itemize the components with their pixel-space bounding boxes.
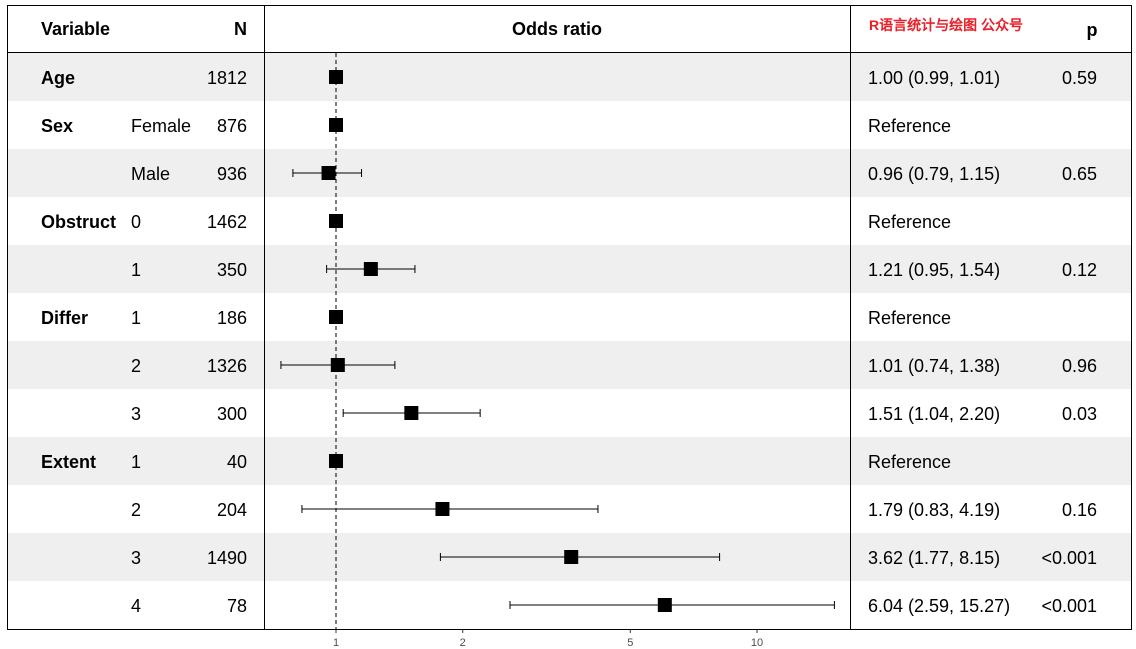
plot-area (280, 53, 835, 629)
estimate-marker (363, 262, 378, 276)
level-label: 1 (131, 308, 141, 328)
n-value: 186 (217, 308, 247, 328)
variable-label: Obstruct (41, 212, 116, 232)
ci-text: Reference (868, 308, 951, 328)
n-value: 40 (227, 452, 247, 472)
n-value: 936 (217, 164, 247, 184)
ci-text: 1.00 (0.99, 1.01) (868, 68, 1000, 88)
header-odds-ratio: Odds ratio (512, 19, 602, 39)
header-variable: Variable (41, 19, 110, 39)
x-tick-label: 10 (751, 637, 763, 649)
level-label: 3 (131, 548, 141, 568)
n-value: 204 (217, 500, 247, 520)
row-band (8, 245, 1131, 293)
row-band (8, 53, 1131, 101)
header-p: p (1087, 20, 1098, 40)
header-n: N (234, 19, 247, 39)
row-band (8, 149, 1131, 197)
reference-marker (329, 310, 343, 324)
variable-label: Extent (41, 452, 96, 472)
n-value: 350 (217, 260, 247, 280)
variable-label: Age (41, 68, 75, 88)
ci-text: 6.04 (2.59, 15.27) (868, 596, 1010, 616)
variable-label: Differ (41, 308, 88, 328)
p-value: 0.96 (1062, 356, 1097, 376)
p-value: 0.59 (1062, 68, 1097, 88)
n-value: 876 (217, 116, 247, 136)
level-label: 0 (131, 212, 141, 232)
table-frame (7, 5, 1132, 630)
n-value: 1490 (207, 548, 247, 568)
estimate-marker (404, 406, 419, 420)
level-label: 1 (131, 452, 141, 472)
ci-text: 1.51 (1.04, 2.20) (868, 404, 1000, 424)
table-rows: Age 1812 1.00 (0.99, 1.01) 0.59 Sex Female 876… (41, 68, 1097, 616)
level-label: 1 (131, 260, 141, 280)
n-value: 300 (217, 404, 247, 424)
estimate-marker (564, 550, 579, 564)
p-value: 0.12 (1062, 260, 1097, 280)
ci-text: 1.79 (0.83, 4.19) (868, 500, 1000, 520)
ci-text: 3.62 (1.77, 8.15) (868, 548, 1000, 568)
p-value: <0.001 (1041, 548, 1097, 568)
level-label: 4 (131, 596, 141, 616)
row-band (8, 341, 1131, 389)
p-value: 0.65 (1062, 164, 1097, 184)
outer-border (7, 5, 1132, 630)
n-value: 1326 (207, 356, 247, 376)
level-label: 2 (131, 356, 141, 376)
x-tick-label: 1 (333, 637, 339, 649)
level-label: Male (131, 164, 170, 184)
ci-text: 0.96 (0.79, 1.15) (868, 164, 1000, 184)
watermark-text: R语言统计与绘图 公众号 (869, 17, 1023, 33)
ci-text: 1.01 (0.74, 1.38) (868, 356, 1000, 376)
n-value: 1462 (207, 212, 247, 232)
estimate-marker (435, 502, 450, 516)
header-row: Variable N Odds ratio R语言统计与绘图 公众号 p (41, 17, 1098, 40)
ci-text: Reference (868, 212, 951, 232)
n-value: 1812 (207, 68, 247, 88)
x-tick-label: 5 (627, 637, 633, 649)
ci-text: 1.21 (0.95, 1.54) (868, 260, 1000, 280)
estimate-marker (657, 598, 672, 612)
estimate-marker (321, 166, 336, 180)
level-label: 2 (131, 500, 141, 520)
p-value: 0.03 (1062, 404, 1097, 424)
row-band (8, 437, 1131, 485)
ci-text: Reference (868, 116, 951, 136)
x-axis: 1 2 5 10 (333, 629, 763, 649)
variable-label: Sex (41, 116, 73, 136)
x-tick-label: 2 (460, 637, 466, 649)
level-label: 3 (131, 404, 141, 424)
level-label: Female (131, 116, 191, 136)
p-value: <0.001 (1041, 596, 1097, 616)
ci-text: Reference (868, 452, 951, 472)
p-value: 0.16 (1062, 500, 1097, 520)
n-value: 78 (227, 596, 247, 616)
estimate-marker (330, 358, 345, 372)
